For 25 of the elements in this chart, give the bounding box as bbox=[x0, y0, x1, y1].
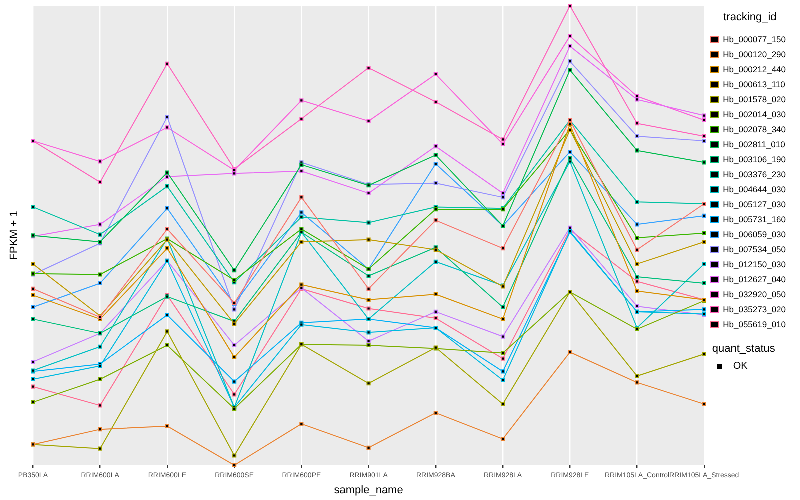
text: OK bbox=[733, 361, 748, 372]
legend-label: Hb_000077_150 bbox=[723, 34, 786, 44]
legend-label: Hb_000212_440 bbox=[723, 64, 786, 74]
legend-label: Hb_000120_290 bbox=[723, 49, 786, 60]
legend-label: Hb_012150_030 bbox=[723, 259, 786, 270]
legend-label: Hb_006059_030 bbox=[723, 229, 786, 240]
legend-label: Hb_035273_020 bbox=[723, 304, 786, 314]
legend-label: Hb_002811_010 bbox=[723, 139, 786, 150]
x-axis-title: sample_name bbox=[334, 484, 404, 496]
legend-label: Hb_003376_230 bbox=[723, 169, 786, 180]
legend-label: Hb_055619_010 bbox=[723, 319, 786, 330]
legend-label: Hb_007534_050 bbox=[723, 244, 786, 254]
y-axis-title: FPKM + 1 bbox=[8, 211, 21, 260]
legend-label: Hb_005127_030 bbox=[723, 199, 786, 210]
legend-label: Hb_004644_030 bbox=[723, 184, 786, 194]
legend-label: Hb_001578_020 bbox=[723, 94, 786, 104]
legend-label: Hb_002078_340 bbox=[723, 124, 786, 134]
text: quant_status bbox=[712, 343, 776, 356]
legend-label: Hb_002014_030 bbox=[723, 109, 786, 120]
legend-label: Hb_032920_050 bbox=[723, 289, 786, 300]
legend-label: Hb_005731_160 bbox=[723, 214, 786, 224]
legend-label: Hb_012627_040 bbox=[723, 274, 786, 284]
legend-title: tracking_id bbox=[724, 12, 777, 24]
legend-label: Hb_000613_110 bbox=[723, 79, 786, 90]
legend-label: Hb_003106_190 bbox=[723, 154, 786, 164]
